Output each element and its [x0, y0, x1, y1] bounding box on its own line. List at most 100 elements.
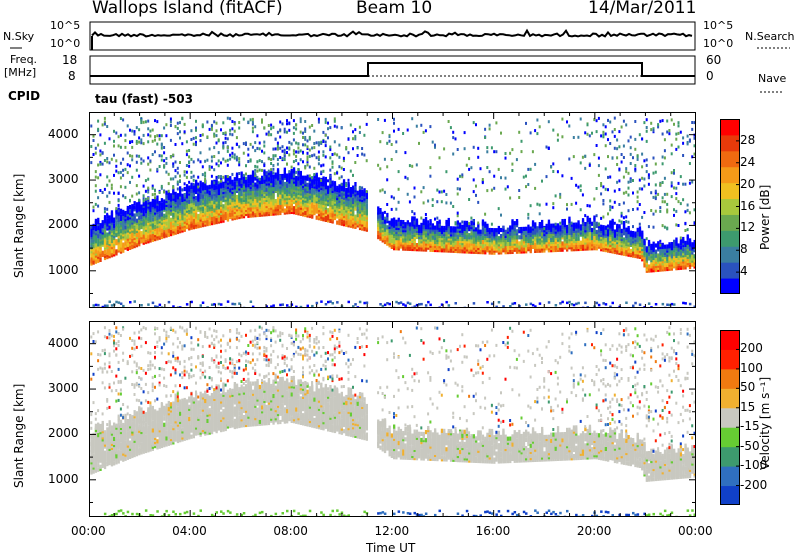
data-cell — [445, 220, 447, 224]
data-cell — [602, 199, 604, 202]
data-cell — [341, 175, 343, 178]
data-cell — [461, 225, 463, 229]
data-cell — [393, 130, 395, 133]
data-cell — [634, 148, 636, 151]
data-cell — [122, 243, 124, 247]
data-cell — [618, 179, 620, 182]
data-cell — [612, 130, 614, 133]
data-cell — [286, 151, 288, 154]
data-cell — [348, 301, 351, 304]
data-cell — [109, 201, 111, 204]
data-cell — [618, 188, 620, 191]
data-cell — [172, 207, 174, 211]
data-cell — [275, 173, 277, 177]
data-cell — [425, 213, 427, 216]
data-cell — [206, 208, 208, 212]
data-cell — [245, 198, 247, 202]
data-cell — [354, 182, 356, 186]
data-cell — [172, 186, 174, 189]
data-cell — [225, 212, 227, 216]
data-cell — [202, 165, 204, 168]
data-cell — [628, 221, 630, 224]
data-cell — [459, 223, 461, 227]
data-cell — [420, 217, 422, 220]
data-cell — [206, 193, 208, 197]
data-cell — [352, 147, 354, 150]
data-cell — [589, 164, 591, 167]
data-cell — [498, 168, 500, 171]
data-cell — [530, 131, 532, 134]
freq-label: Freq. — [10, 53, 37, 66]
data-cell — [473, 146, 475, 149]
data-cell — [568, 301, 571, 304]
data-cell — [402, 132, 404, 135]
data-cell — [500, 234, 502, 238]
data-cell — [279, 175, 281, 178]
data-cell — [200, 134, 202, 137]
data-cell — [366, 159, 368, 162]
data-cell — [291, 166, 293, 169]
data-cell — [181, 194, 183, 198]
data-cell — [177, 230, 179, 234]
data-cell — [238, 163, 240, 166]
data-cell — [118, 209, 120, 212]
data-cell — [275, 154, 277, 157]
data-cell — [138, 136, 140, 139]
data-cell — [247, 183, 249, 187]
data-cell — [302, 132, 304, 135]
data-cell — [605, 303, 608, 306]
data-cell — [450, 241, 452, 245]
data-cell — [648, 183, 650, 186]
data-cell — [307, 139, 309, 142]
data-cell — [211, 213, 213, 217]
data-cell — [404, 304, 407, 307]
data-cell — [568, 217, 570, 221]
data-cell — [93, 153, 95, 156]
data-cell — [486, 224, 488, 228]
data-cell — [577, 220, 579, 224]
data-cell — [300, 131, 302, 134]
data-cell — [637, 232, 639, 236]
data-cell — [418, 225, 420, 229]
data-cell — [393, 118, 395, 121]
data-cell — [521, 140, 523, 143]
data-cell — [250, 118, 252, 121]
data-cell — [655, 171, 657, 174]
data-cell — [143, 230, 145, 234]
data-cell — [625, 228, 627, 232]
data-cell — [484, 222, 486, 226]
data-cell — [643, 239, 645, 243]
data-cell — [165, 134, 167, 137]
data-cell — [152, 217, 154, 221]
data-cell — [218, 195, 220, 199]
data-cell — [650, 191, 652, 194]
data-cell — [655, 210, 657, 213]
data-cell — [97, 226, 99, 230]
data-cell — [402, 220, 404, 224]
data-cell — [414, 221, 416, 225]
data-cell — [500, 228, 502, 232]
data-cell — [213, 120, 215, 123]
data-cell — [129, 205, 131, 209]
data-cell — [596, 187, 598, 190]
data-cell — [498, 207, 500, 210]
data-cell — [95, 203, 97, 206]
data-cell — [325, 197, 327, 201]
data-cell — [284, 149, 286, 152]
data-cell — [288, 184, 290, 188]
data-cell — [445, 170, 447, 173]
freq-tick-top: 18 — [62, 53, 77, 67]
data-cell — [270, 168, 272, 171]
data-cell — [272, 164, 274, 167]
data-cell — [200, 304, 203, 307]
data-cell — [345, 188, 347, 192]
data-cell — [211, 180, 213, 184]
data-cell — [277, 168, 279, 172]
data-cell — [507, 246, 509, 250]
data-cell — [575, 245, 577, 249]
data-cell — [109, 301, 112, 304]
data-cell — [147, 217, 149, 221]
data-cell — [632, 179, 634, 182]
data-cell — [165, 123, 167, 126]
data-cell — [218, 159, 220, 162]
